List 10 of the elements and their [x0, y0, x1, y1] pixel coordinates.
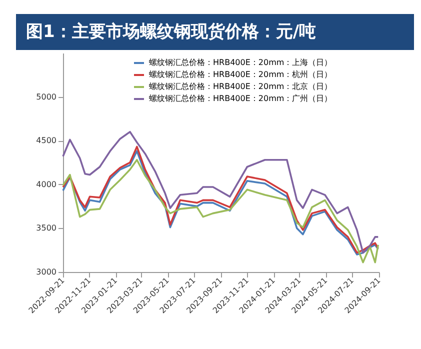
- y-tick-label: 4000: [36, 180, 56, 189]
- y-tick-label: 3000: [36, 268, 56, 276]
- legend-label: 螺纹钢汇总价格：HRB400E：20mm：广州（日）: [149, 94, 332, 103]
- legend-label: 螺纹钢汇总价格：HRB400E：20mm：杭州（日）: [149, 70, 332, 79]
- y-tick-label: 3500: [36, 224, 56, 233]
- y-tick-label: 5000: [36, 92, 56, 102]
- legend-label: 螺纹钢汇总价格：HRB400E：20mm：北京（日）: [149, 82, 332, 91]
- chart-title: 图1：主要市场螺纹钢现货价格：元/吨: [16, 14, 414, 50]
- y-tick-label: 4500: [36, 136, 56, 146]
- legend-label: 螺纹钢汇总价格：HRB400E：20mm：上海（日）: [149, 58, 332, 67]
